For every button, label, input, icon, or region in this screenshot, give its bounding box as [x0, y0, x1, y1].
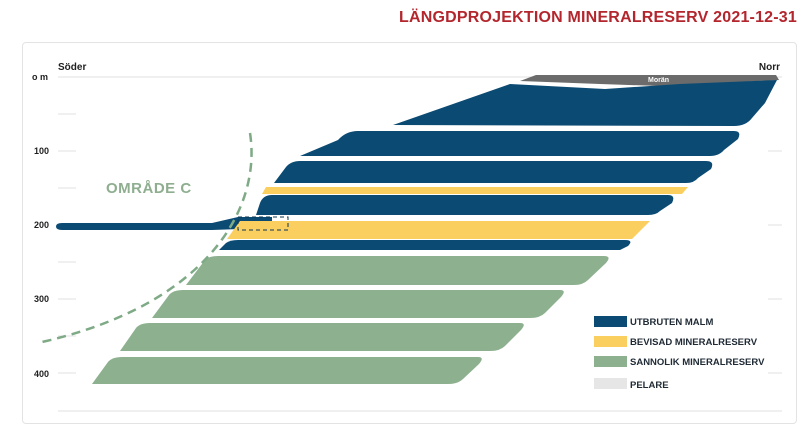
mined-drift-south — [56, 217, 272, 230]
mined-level-2 — [300, 131, 740, 156]
proven-level-2 — [227, 221, 650, 239]
legend-label-mined: UTBRUTEN MALM — [630, 317, 713, 328]
mined-level-5 — [219, 240, 631, 250]
area-c-label: OMRÅDE C — [106, 180, 192, 197]
page-title: LÄNGDPROJEKTION MINERALRESERV 2021-12-31 — [398, 9, 797, 26]
area-c-boundary — [41, 132, 253, 344]
probable-level-2 — [152, 290, 564, 318]
diagram-frame — [22, 42, 797, 424]
legend-swatch-mined — [594, 316, 627, 327]
depth-tick-200: 200 — [34, 220, 49, 230]
depth-tick-400: 400 — [34, 369, 49, 379]
direction-south-label: Söder — [58, 62, 86, 73]
probable-level-3 — [120, 323, 524, 351]
legend: UTBRUTEN MALM BEVISAD MINERALRESERV SANN… — [594, 316, 765, 391]
moran-label: Morän — [648, 77, 669, 84]
depth-unit-label: o m — [32, 72, 48, 82]
legend-label-pillar: PELARE — [630, 380, 669, 391]
depth-tick-300: 300 — [34, 294, 49, 304]
mined-level-4 — [256, 195, 674, 215]
mined-level-3 — [274, 161, 713, 183]
mined-ore-levels — [56, 80, 777, 250]
legend-label-proven: BEVISAD MINERALRESERV — [630, 337, 758, 348]
direction-north-label: Norr — [759, 62, 780, 73]
legend-swatch-proven — [594, 336, 627, 347]
probable-level-1 — [186, 256, 609, 285]
proven-reserve-levels — [227, 187, 688, 239]
probable-reserve-levels — [92, 256, 609, 384]
proven-level-1 — [262, 187, 688, 194]
probable-level-4 — [92, 357, 482, 384]
mined-level-1 — [393, 80, 777, 126]
area-c-box — [237, 216, 289, 231]
legend-swatch-pillar — [594, 378, 627, 389]
legend-swatch-probable — [594, 356, 627, 367]
depth-tick-100: 100 — [34, 146, 49, 156]
legend-label-probable: SANNOLIK MINERALRESERV — [630, 357, 765, 368]
